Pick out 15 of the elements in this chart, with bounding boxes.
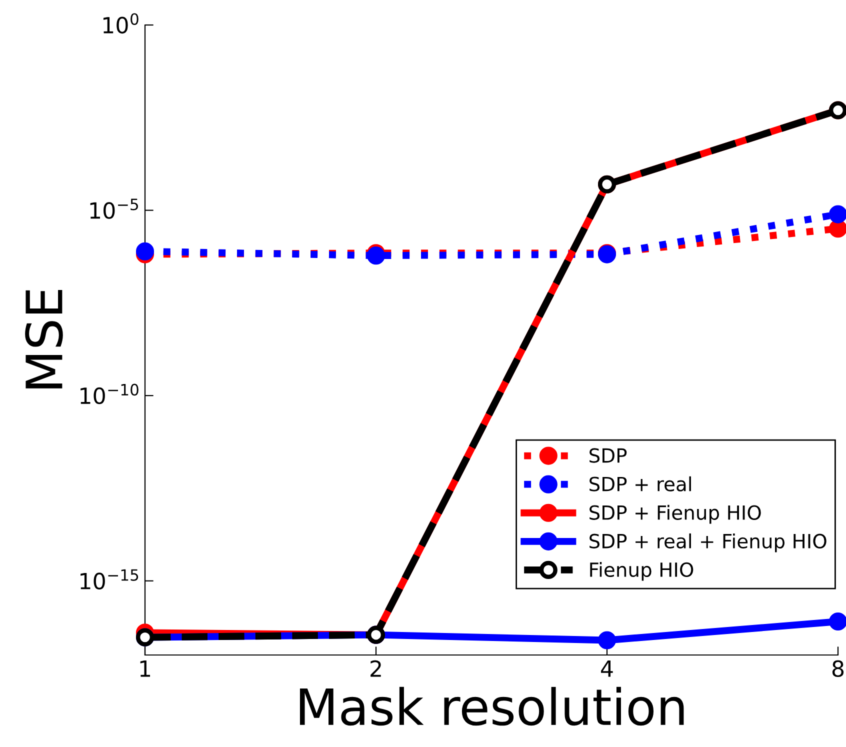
y-tick-label: 10$^{−15}$	[80, 569, 138, 590]
x-tick-label: 1	[140, 660, 150, 677]
x-tick-label: 4	[601, 660, 613, 677]
y-axis-title: MSE	[25, 290, 63, 388]
legend-label: SDP	[590, 448, 627, 463]
y-tick-label: 10$^{0}$	[103, 13, 138, 34]
legend-label: SDP + real	[590, 476, 691, 492]
y-tick-label: 10$^{−10}$	[80, 384, 138, 404]
x-tick-label: 2	[370, 660, 381, 677]
legend-label: Fienup HIO	[590, 562, 694, 581]
y-tick-label: 10$^{−5}$	[90, 198, 138, 219]
legend-label: SDP + real + Fienup HIO	[590, 533, 826, 552]
x-tick-label: 8	[832, 660, 844, 678]
legend-label: SDP + Fienup HIO	[590, 504, 761, 524]
x-axis-title: Mask resolution	[300, 686, 684, 726]
